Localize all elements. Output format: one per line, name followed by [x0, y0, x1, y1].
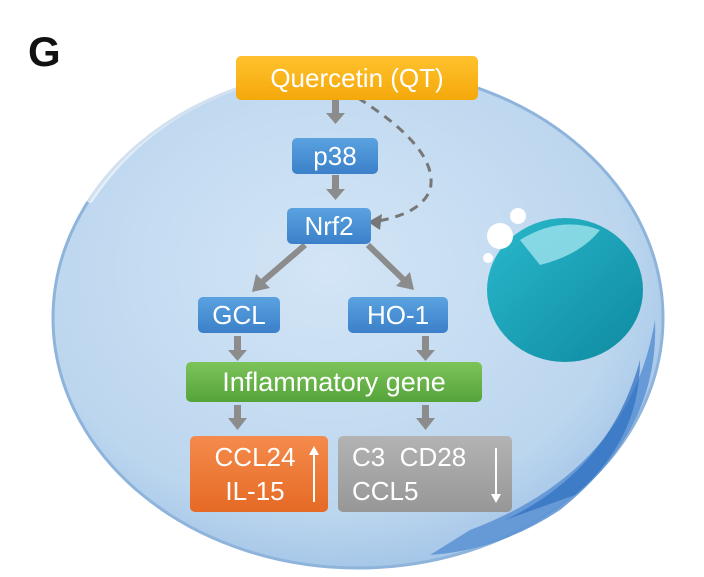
up-gene-line-1: CCL24 — [214, 442, 296, 472]
node-ho1-label: HO-1 — [366, 299, 430, 330]
node-p38-label: p38 — [313, 140, 357, 171]
arrow-ho1-inflam — [416, 336, 435, 361]
node-inflammatory-label: Inflammatory gene — [222, 366, 446, 397]
node-nrf2-label: Nrf2 — [304, 210, 354, 241]
arrow-p38-nrf2 — [326, 175, 345, 200]
direct-activation-arrow — [357, 96, 433, 230]
node-inflammatory-gene: Inflammatory gene — [186, 362, 482, 402]
node-quercetin: Quercetin (QT) — [236, 56, 478, 100]
node-gcl-label: GCL — [212, 299, 266, 330]
node-upregulated-genes: CCL24 IL-15 — [190, 436, 328, 512]
down-gene-line-2: CCL5 — [352, 476, 419, 506]
pathway-arrows — [228, 100, 435, 430]
down-gene-line-1: C3 CD28 — [352, 442, 467, 472]
node-gcl: GCL — [198, 297, 280, 333]
nucleus — [483, 208, 643, 362]
node-p38: p38 — [292, 138, 378, 174]
down-arrow-icon — [491, 448, 501, 503]
node-ho1: HO-1 — [348, 297, 448, 333]
node-nrf2: Nrf2 — [287, 208, 371, 244]
arrow-inflam-down — [416, 405, 435, 430]
node-quercetin-label: Quercetin (QT) — [270, 62, 444, 93]
up-arrow-icon — [309, 446, 319, 502]
arrow-inflam-up — [228, 405, 247, 430]
panel-label: G — [28, 28, 61, 75]
arrow-qt-p38 — [326, 100, 345, 124]
node-downregulated-genes: C3 CD28 CCL5 — [338, 436, 512, 512]
up-gene-line-2: IL-15 — [225, 476, 285, 506]
arrow-gcl-inflam — [228, 336, 247, 361]
arrow-nrf2-gcl — [252, 242, 307, 292]
arrow-nrf2-ho1 — [365, 242, 414, 290]
